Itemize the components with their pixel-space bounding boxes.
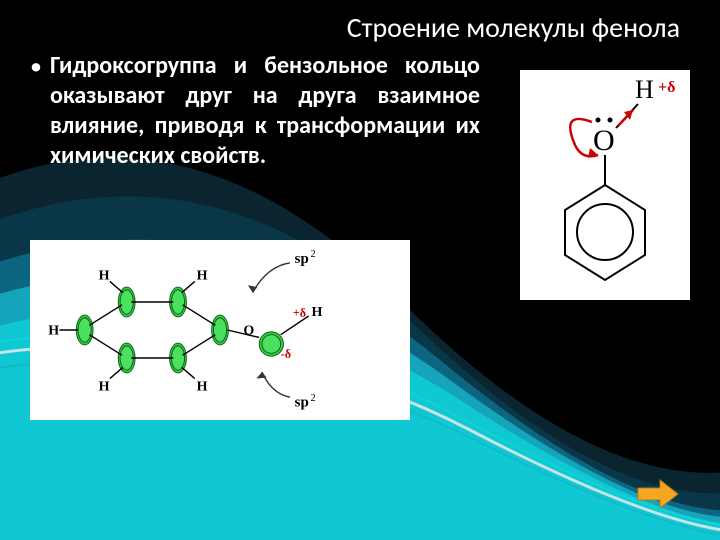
svg-text:+δ: +δ <box>658 79 675 96</box>
svg-text:H: H <box>99 269 110 284</box>
svg-text:H: H <box>48 324 59 339</box>
svg-text:+δ: +δ <box>293 306 306 320</box>
svg-text:2: 2 <box>311 393 316 404</box>
bullet-marker: • <box>30 53 42 82</box>
orbital-diagram: sp 2 sp 2 <box>30 240 410 420</box>
svg-text:sp: sp <box>295 395 309 411</box>
svg-text:H: H <box>311 305 322 320</box>
svg-text:-δ: -δ <box>281 347 291 361</box>
svg-text:O: O <box>243 324 254 339</box>
svg-text:H: H <box>197 269 208 284</box>
next-slide-button[interactable] <box>636 478 680 510</box>
slide-title: Строение молекулы фенола <box>30 10 690 45</box>
svg-text:O: O <box>593 124 615 157</box>
svg-text:2: 2 <box>311 249 316 260</box>
svg-text:H: H <box>197 380 208 395</box>
svg-text:H: H <box>635 75 654 104</box>
svg-text:H: H <box>99 380 110 395</box>
phenol-structure-diagram: H +δ O <box>520 70 690 300</box>
body-text: Гидроксогруппа и бензольное кольцо оказы… <box>50 51 480 171</box>
svg-text:sp: sp <box>295 251 309 267</box>
